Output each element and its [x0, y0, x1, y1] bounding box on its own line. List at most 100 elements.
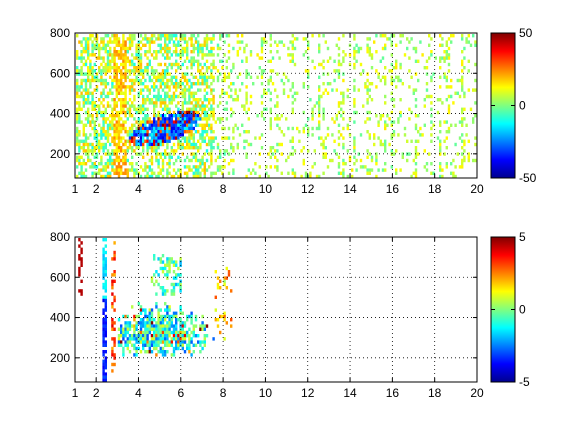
top-heatmap-cell	[208, 53, 211, 57]
top-heatmap-cell	[87, 98, 90, 102]
top-heatmap-cell	[175, 62, 178, 67]
top-heatmap-cell	[126, 110, 129, 115]
top-heatmap-cell	[131, 101, 134, 105]
top-heatmap-cell	[84, 139, 88, 143]
top-heatmap-cell	[155, 98, 158, 102]
bottom-heatmap-cell	[80, 250, 83, 255]
bottom-heatmap-cell	[80, 292, 83, 296]
bottom-heatmap-cell	[166, 337, 169, 341]
top-heatmap-cell	[168, 139, 171, 143]
bottom-heatmap-cell	[188, 350, 191, 354]
top-heatmap-cell	[425, 66, 429, 70]
top-heatmap-cell	[205, 117, 209, 121]
top-heatmap-cell	[131, 78, 134, 83]
bottom-heatmap-cell	[161, 340, 165, 344]
bottom-x-tick-label: 20	[470, 386, 484, 400]
bottom-heatmap-cell	[135, 327, 138, 331]
bottom-heatmap-cell	[113, 321, 116, 325]
top-heatmap-cell	[82, 37, 85, 41]
bottom-heatmap-cell	[102, 340, 105, 344]
top-heatmap-cell	[188, 142, 191, 147]
top-heatmap-cell	[139, 59, 143, 63]
top-heatmap-cell	[245, 72, 248, 76]
top-heatmap-cell	[126, 107, 129, 111]
top-heatmap-cell	[124, 168, 127, 172]
top-heatmap-cell	[397, 133, 400, 137]
bottom-x-tick-label: 10	[259, 386, 273, 400]
top-heatmap-cell	[133, 123, 136, 127]
top-heatmap-cell	[269, 43, 272, 47]
top-heatmap-cell	[164, 62, 167, 67]
top-heatmap-cell	[430, 139, 433, 143]
top-heatmap-cell	[115, 43, 118, 47]
top-heatmap-cell	[252, 82, 255, 86]
bottom-heatmap-cell	[153, 337, 156, 341]
bottom-heatmap-cell	[166, 308, 169, 312]
top-heatmap-cell	[82, 46, 85, 51]
top-heatmap-cell	[166, 120, 169, 124]
top-heatmap-cell	[117, 50, 121, 54]
top-heatmap-cell	[194, 165, 198, 169]
bottom-heatmap-cell	[146, 350, 149, 354]
bottom-heatmap-cell	[133, 346, 136, 351]
top-heatmap-cell	[452, 174, 455, 179]
top-heatmap-cell	[98, 50, 101, 54]
top-heatmap-cell	[210, 146, 213, 150]
top-heatmap-cell	[337, 75, 341, 79]
top-heatmap-cell	[139, 120, 143, 124]
top-heatmap-cell	[175, 171, 178, 175]
top-heatmap-cell	[122, 158, 125, 163]
top-heatmap-cell	[159, 78, 162, 83]
top-heatmap-cell	[414, 155, 418, 159]
top-heatmap-cell	[208, 66, 211, 70]
top-heatmap-cell	[102, 59, 105, 63]
top-heatmap-cell	[390, 62, 393, 67]
bottom-heatmap-cell	[190, 311, 193, 315]
bottom-heatmap-cell	[111, 369, 114, 373]
bottom-heatmap-cell	[104, 318, 107, 322]
top-heatmap-cell	[353, 88, 356, 92]
bottom-heatmap-cell	[133, 353, 136, 357]
top-heatmap-cell	[188, 123, 191, 127]
top-heatmap-cell	[201, 130, 204, 134]
top-heatmap-cell	[192, 114, 195, 118]
top-heatmap-cell	[276, 158, 279, 163]
top-heatmap-cell	[320, 136, 323, 140]
top-heatmap-cell	[197, 82, 200, 86]
bottom-heatmap-cell	[144, 330, 147, 335]
top-heatmap-cell	[161, 114, 165, 118]
top-heatmap-cell	[153, 123, 156, 127]
bottom-heatmap-cell	[104, 324, 107, 328]
top-heatmap-cell	[153, 117, 156, 121]
top-heatmap-cell	[395, 149, 398, 153]
top-heatmap-cell	[159, 50, 162, 54]
top-heatmap-cell	[95, 146, 99, 150]
top-heatmap-cell	[208, 98, 211, 102]
bottom-heatmap-cell	[148, 311, 151, 315]
top-heatmap-cell	[392, 34, 396, 38]
bottom-heatmap-cell	[175, 324, 178, 328]
top-heatmap-cell	[150, 130, 154, 134]
top-heatmap-cell	[392, 66, 396, 70]
bottom-heatmap-cell	[188, 334, 191, 338]
bottom-heatmap-cell	[150, 321, 154, 325]
top-heatmap-cell	[186, 88, 189, 92]
top-heatmap-cell	[128, 107, 132, 111]
bottom-heatmap-cell	[157, 327, 160, 331]
top-heatmap-cell	[210, 82, 213, 86]
top-heatmap-cell	[439, 149, 442, 153]
top-heatmap-cell	[474, 158, 477, 163]
bottom-heatmap-cell	[177, 266, 180, 271]
top-heatmap-cell	[430, 120, 433, 124]
top-heatmap-cell	[212, 101, 215, 105]
top-heatmap-cell	[190, 130, 193, 134]
bottom-heatmap-cell	[177, 318, 180, 322]
top-heatmap-cell	[181, 75, 184, 79]
bottom-heatmap-cell	[131, 343, 134, 347]
top-heatmap-cell	[98, 162, 101, 166]
top-heatmap-cell	[465, 123, 468, 127]
top-heatmap-cell	[245, 69, 248, 73]
top-heatmap-cell	[194, 91, 198, 95]
bottom-heatmap-cell	[214, 295, 217, 299]
